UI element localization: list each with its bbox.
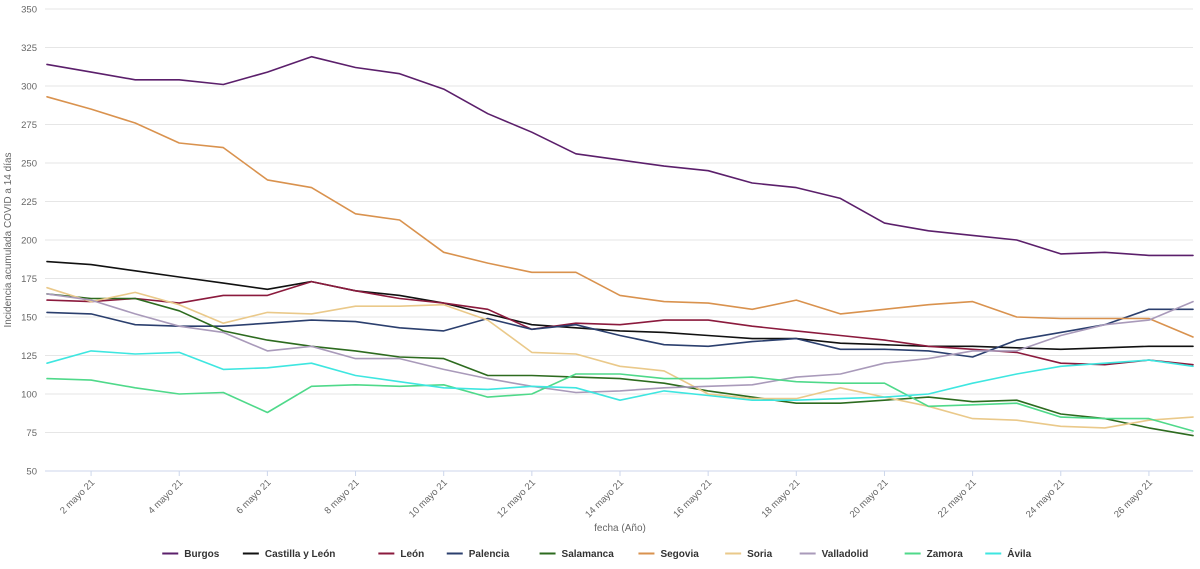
x-tick-label: 26 mayo 21 <box>1112 477 1155 520</box>
x-tick-label: 12 mayo 21 <box>495 477 538 520</box>
series-line <box>46 293 1194 394</box>
y-tick-label: 75 <box>26 428 37 439</box>
legend-item[interactable]: Segovia <box>638 549 699 560</box>
legend-label: Burgos <box>184 549 219 560</box>
x-axis: 2 mayo 21 4 mayo 21 6 mayo 21 8 mayo 21 10 m… <box>45 470 1193 520</box>
y-tick-label: 100 <box>21 390 37 401</box>
y-tick-label: 175 <box>21 274 37 285</box>
legend-item[interactable]: Zamora <box>904 549 964 560</box>
x-tick-label: 10 mayo 21 <box>407 477 450 520</box>
legend-label: León <box>400 549 424 560</box>
legend-item[interactable]: Salamanca <box>539 549 615 560</box>
series-line <box>46 260 1194 351</box>
x-tick-label: 22 mayo 21 <box>936 477 979 520</box>
legend-item[interactable]: Burgos <box>162 549 220 560</box>
y-tick-label: 125 <box>21 351 37 362</box>
series-line <box>46 55 1194 257</box>
legend-item[interactable]: Soria <box>725 549 773 560</box>
legend-label: Zamora <box>927 549 964 560</box>
x-tick-label: 6 mayo 21 <box>234 477 273 516</box>
y-tick-label: 50 <box>26 467 37 478</box>
series-line <box>46 373 1194 432</box>
y-tick-label: 275 <box>21 120 37 131</box>
legend-item[interactable]: León <box>378 549 424 560</box>
series-line <box>46 286 1194 429</box>
gridlines <box>45 8 1193 472</box>
x-tick-label: 16 mayo 21 <box>671 477 714 520</box>
series-line <box>46 293 1194 437</box>
x-axis-title: fecha (Año) <box>594 523 646 534</box>
legend-label: Palencia <box>469 549 510 560</box>
legend-item[interactable]: Palencia <box>446 549 510 560</box>
series-line <box>46 96 1194 338</box>
legend-label: Valladolid <box>822 549 869 560</box>
series-lines <box>46 55 1194 437</box>
x-tick-label: 8 mayo 21 <box>323 477 362 516</box>
legend: Burgos Castilla y León León Palencia Salaman… <box>162 547 1032 560</box>
legend-label: Segovia <box>660 549 699 560</box>
x-tick-label: 4 mayo 21 <box>146 477 185 516</box>
y-tick-label: 250 <box>21 159 37 170</box>
legend-item[interactable]: Valladolid <box>799 549 869 560</box>
x-tick-label: 2 mayo 21 <box>58 477 97 516</box>
series-line <box>46 280 1194 366</box>
x-tick-label: 14 mayo 21 <box>583 477 626 520</box>
y-tick-label: 150 <box>21 313 37 324</box>
x-tick-label: 20 mayo 21 <box>848 477 891 520</box>
legend-label: Salamanca <box>562 549 615 560</box>
y-tick-label: 200 <box>21 236 37 247</box>
y-tick-label: 300 <box>21 82 37 93</box>
series-line <box>46 308 1194 358</box>
x-tick-label: 18 mayo 21 <box>760 477 803 520</box>
legend-label: Soria <box>747 549 772 560</box>
legend-item[interactable]: Castilla y León <box>242 549 336 560</box>
legend-label: Castilla y León <box>265 549 336 560</box>
y-tick-label: 325 <box>21 43 37 54</box>
legend-item[interactable]: Ávila <box>985 547 1032 560</box>
y-tick-label: 350 <box>21 5 37 16</box>
legend-label: Ávila <box>1007 547 1031 560</box>
y-axis: 50 75 100 125 150 175 200 225 250 275 300 325 350 <box>21 5 37 478</box>
x-tick-label: 24 mayo 21 <box>1024 477 1067 520</box>
y-axis-title: Incidencia acumulada COVID a 14 días <box>3 152 14 327</box>
series-line <box>46 350 1194 402</box>
y-tick-label: 225 <box>21 197 37 208</box>
